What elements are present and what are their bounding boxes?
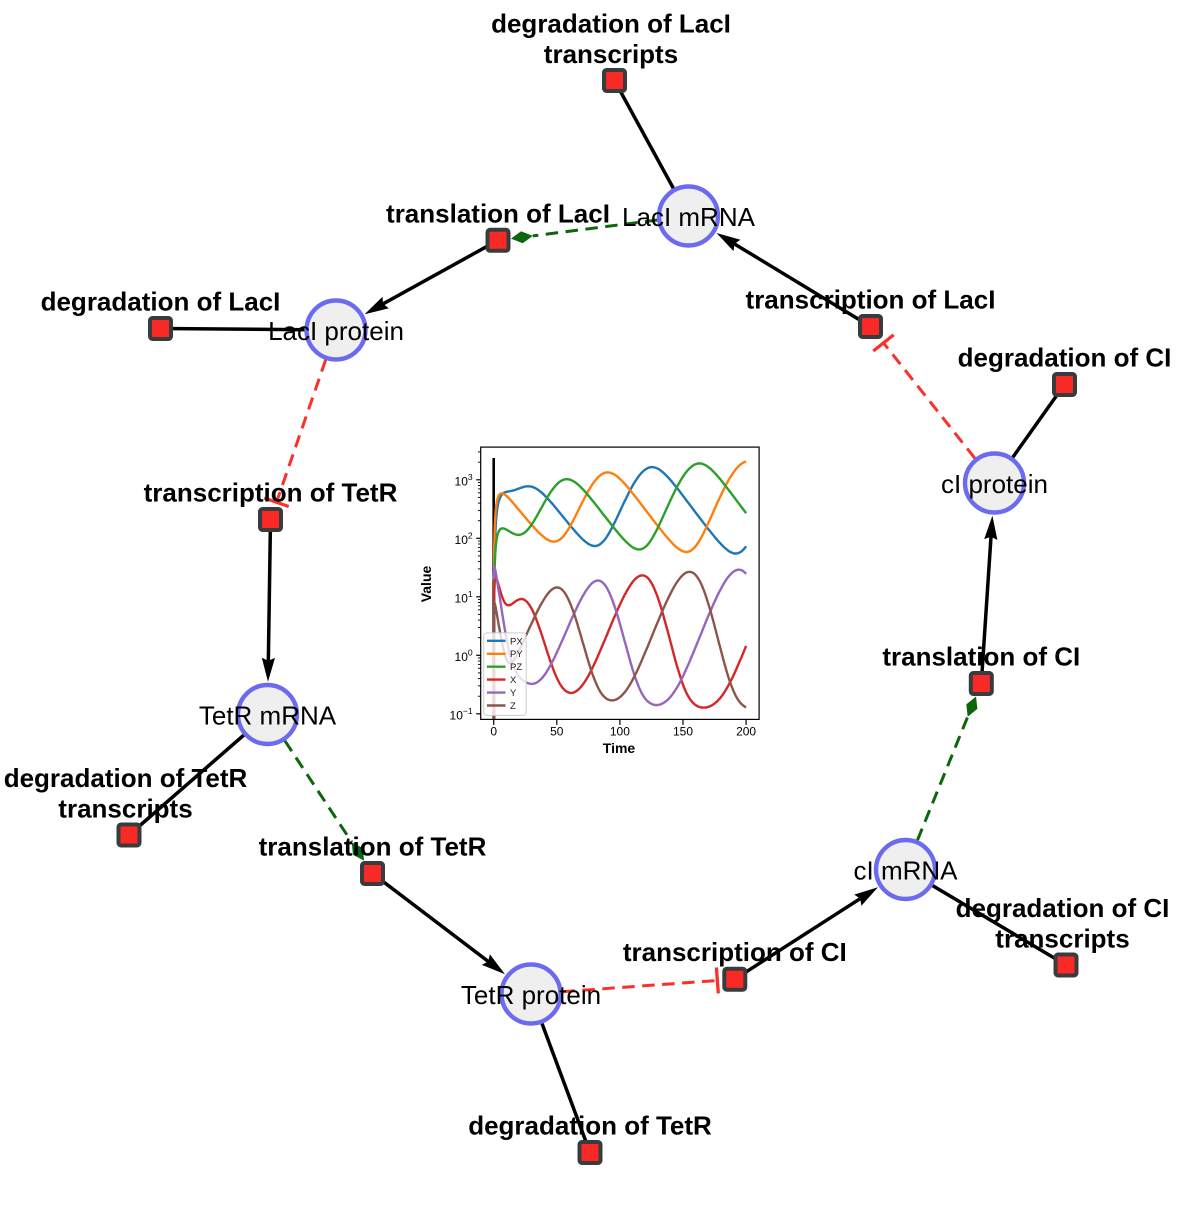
svg-text:50: 50 [550, 724, 564, 738]
svg-text:X: X [510, 675, 517, 686]
svg-text:translation of CI: translation of CI [882, 642, 1080, 672]
svg-text:translation of LacI: translation of LacI [386, 198, 610, 228]
svg-text:degradation of CI: degradation of CI [956, 893, 1170, 923]
svg-text:PZ: PZ [510, 662, 522, 673]
svg-text:degradation of TetR: degradation of TetR [4, 763, 248, 793]
svg-text:150: 150 [673, 724, 693, 738]
svg-text:degradation of CI: degradation of CI [958, 343, 1172, 373]
svg-text:TetR mRNA: TetR mRNA [199, 701, 337, 731]
svg-text:transcription of TetR: transcription of TetR [144, 478, 398, 508]
svg-text:200: 200 [736, 724, 756, 738]
svg-text:transcription of CI: transcription of CI [623, 937, 847, 967]
svg-text:LacI protein: LacI protein [268, 316, 404, 346]
svg-text:cI mRNA: cI mRNA [854, 856, 959, 886]
svg-text:Value: Value [418, 566, 434, 603]
svg-text:degradation of TetR: degradation of TetR [468, 1111, 712, 1141]
svg-text:translation of TetR: translation of TetR [259, 832, 487, 862]
svg-text:PX: PX [510, 636, 523, 647]
svg-text:degradation of LacI: degradation of LacI [41, 287, 281, 317]
svg-text:degradation of LacI: degradation of LacI [491, 9, 731, 39]
svg-text:100: 100 [610, 724, 630, 738]
svg-text:transcripts: transcripts [544, 39, 678, 69]
svg-text:PY: PY [510, 649, 523, 660]
svg-text:transcripts: transcripts [58, 794, 192, 824]
svg-text:TetR protein: TetR protein [461, 980, 601, 1010]
svg-text:cI protein: cI protein [941, 469, 1048, 499]
svg-text:Z: Z [510, 701, 516, 712]
svg-text:Time: Time [603, 740, 636, 756]
svg-text:Y: Y [510, 688, 517, 699]
svg-text:0: 0 [490, 724, 497, 738]
svg-text:transcription of LacI: transcription of LacI [746, 285, 996, 315]
svg-text:LacI mRNA: LacI mRNA [622, 202, 756, 232]
svg-text:transcripts: transcripts [995, 924, 1129, 954]
